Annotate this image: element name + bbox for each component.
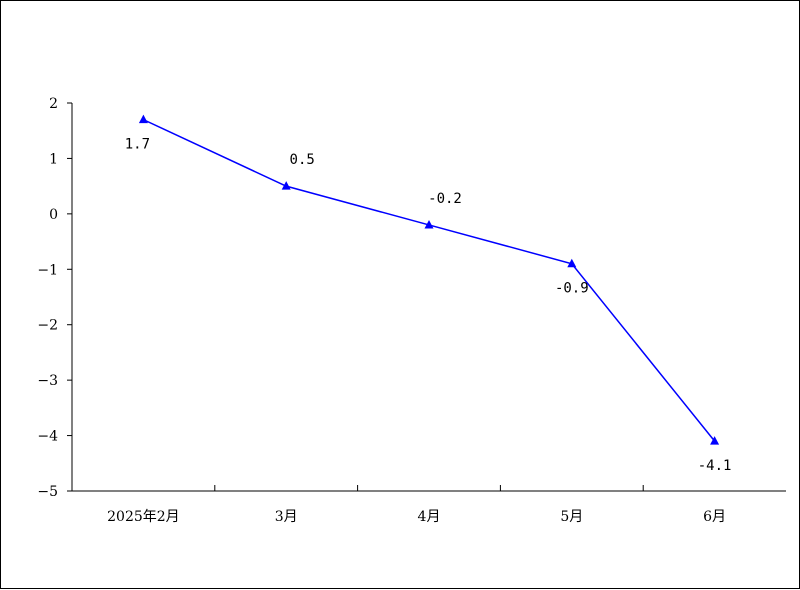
data-label: 1.7	[125, 137, 150, 153]
data-label: 0.5	[290, 152, 315, 168]
x-axis-ticks: 2025年2月 3月 4月 5月 6月	[107, 485, 726, 525]
data-point-marker	[138, 114, 148, 124]
data-point-marker	[424, 219, 434, 229]
data-point-marker	[281, 181, 291, 190]
y-tick-label: −3	[37, 373, 58, 389]
x-tick-label: 4月	[418, 509, 441, 525]
y-axis-ticks: 2 1 0 −1 −2 −3 −4 −5	[37, 96, 72, 500]
data-label: -0.9	[555, 281, 589, 297]
series-line	[143, 118, 716, 442]
y-tick-label: −2	[37, 318, 58, 334]
data-label: -4.1	[698, 458, 732, 474]
y-tick-label: 1	[49, 151, 58, 167]
x-tick-label: 6月	[703, 509, 726, 525]
data-labels: 1.7 0.5 -0.2 -0.9 -4.1	[125, 137, 732, 474]
data-point-marker	[567, 258, 577, 268]
series	[138, 114, 720, 445]
data-point-marker	[710, 436, 720, 445]
y-tick-label: 2	[49, 96, 58, 112]
y-tick-label: 0	[49, 207, 58, 223]
y-tick-label: −4	[37, 429, 58, 445]
x-tick-label: 2025年2月	[107, 509, 180, 525]
axes	[71, 103, 786, 492]
data-label: -0.2	[428, 191, 462, 207]
x-tick-label: 5月	[560, 509, 583, 525]
x-tick-label: 3月	[275, 509, 298, 525]
y-tick-label: −1	[37, 262, 58, 278]
y-tick-label: −5	[37, 484, 58, 500]
